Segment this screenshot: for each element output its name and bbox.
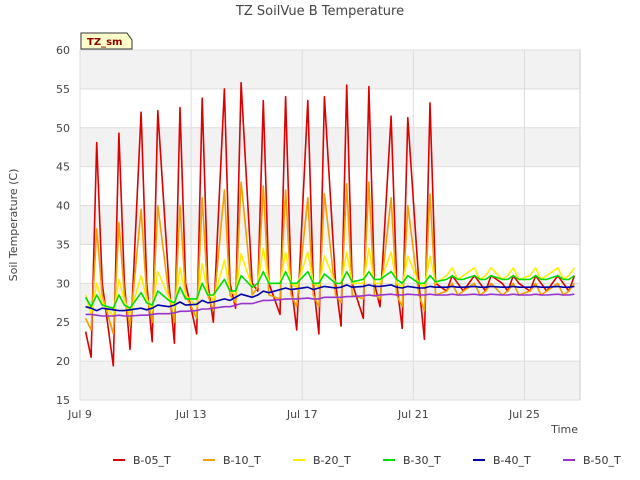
series-line-b-50-t <box>85 293 575 317</box>
y-axis-label: Soil Temperature (C) <box>7 169 20 282</box>
x-tick-label: Jul 25 <box>508 408 540 421</box>
y-tick-label: 30 <box>56 277 70 290</box>
series-lines <box>84 81 576 367</box>
y-tick-label: 60 <box>56 44 70 57</box>
background-band <box>80 50 580 89</box>
background-band <box>80 127 580 167</box>
series-line-b-10-t <box>84 181 576 335</box>
x-axis-label: Time <box>550 423 578 436</box>
site-label-badge: TZ_sm <box>80 32 133 50</box>
y-tick-label: 45 <box>56 161 70 174</box>
chart-title: TZ SoilVue B Temperature <box>235 4 404 19</box>
site-label-text: TZ_sm <box>87 37 122 48</box>
x-tick-label: Jul 17 <box>286 408 318 421</box>
legend: B-05_T B-10_T B-20_T B-30_T B-40_T B-50_T <box>113 454 621 467</box>
y-tick-label: 55 <box>56 83 70 96</box>
legend-label: B-30_T <box>403 454 441 467</box>
series-line-b-20-t <box>84 247 576 317</box>
x-axis-ticks: Jul 9 Jul 13 Jul 17 Jul 21 Jul 25 <box>67 408 540 421</box>
x-tick-label: Jul 9 <box>67 408 92 421</box>
y-tick-label: 20 <box>56 355 70 368</box>
y-tick-label: 50 <box>56 122 70 135</box>
series-line-b-30-t <box>84 270 575 310</box>
y-tick-label: 15 <box>56 394 70 407</box>
legend-label: B-50_T <box>583 454 621 467</box>
background-band <box>80 361 580 400</box>
y-tick-label: 40 <box>56 200 70 213</box>
legend-label: B-20_T <box>313 454 351 467</box>
legend-label: B-10_T <box>223 454 261 467</box>
y-axis-ticks: 15 20 25 30 35 40 45 50 55 60 <box>56 44 70 407</box>
y-tick-label: 25 <box>56 316 70 329</box>
legend-label: B-05_T <box>133 454 171 467</box>
series-line-b-40-t <box>85 284 575 312</box>
site-label-box <box>80 32 133 50</box>
y-tick-label: 35 <box>56 238 70 251</box>
legend-label: B-40_T <box>493 454 531 467</box>
x-tick-label: Jul 21 <box>397 408 429 421</box>
x-tick-label: Jul 13 <box>175 408 207 421</box>
